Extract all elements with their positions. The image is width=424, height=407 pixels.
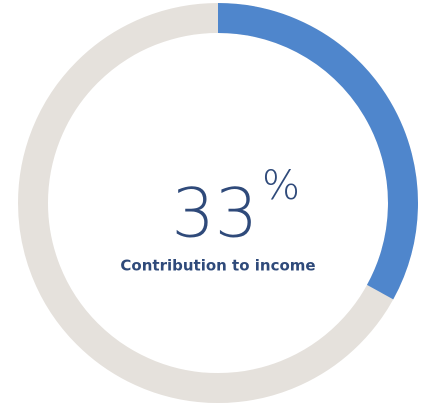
unit-label: % bbox=[262, 163, 300, 209]
caption: Contribution to income bbox=[120, 257, 315, 275]
arc bbox=[217, 3, 418, 300]
value-label: 33 bbox=[171, 175, 258, 254]
